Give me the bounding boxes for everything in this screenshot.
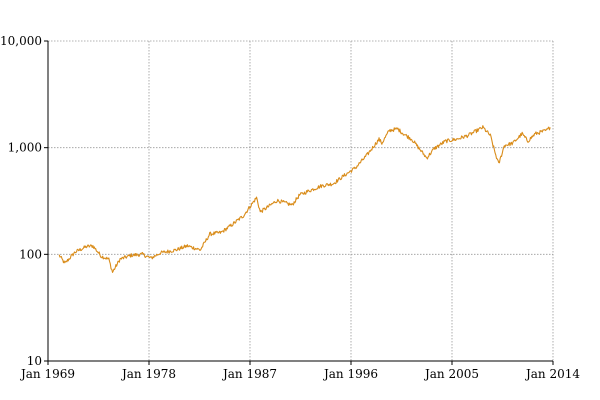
y-tick-label: 10,000 (0, 34, 42, 48)
grid-layer (48, 40, 554, 361)
series-layer (58, 125, 551, 273)
x-tick-label: Jan 1996 (322, 367, 378, 381)
y-tick-label: 10 (27, 354, 42, 368)
x-tick-label: Jan 1969 (19, 367, 75, 381)
tick-label-layer: 10 100 1,000 10,000 Jan 1969 Jan 1978 Jan 1987… (0, 34, 580, 381)
y-tick-label: 1,000 (8, 141, 42, 155)
axis-layer (44, 40, 554, 365)
x-tick-label: Jan 2005 (423, 367, 479, 381)
y-tick-label: 100 (19, 247, 42, 261)
x-tick-label: Jan 1978 (120, 367, 176, 381)
series-line (58, 125, 551, 273)
x-tick-label: Jan 2014 (524, 367, 580, 381)
x-tick-label: Jan 1987 (221, 367, 277, 381)
